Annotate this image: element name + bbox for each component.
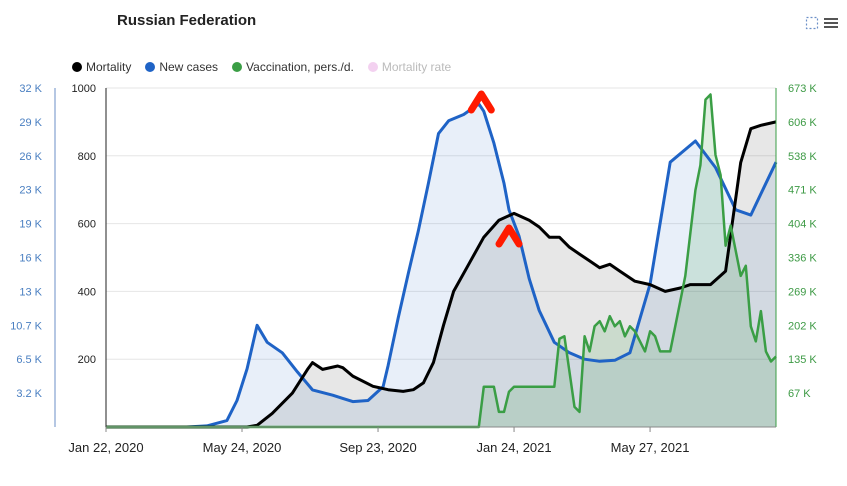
series-area-new-cases xyxy=(106,103,776,428)
legend-item-mortality[interactable]: Mortality xyxy=(72,60,131,74)
y-tick-label-outer: 16 K xyxy=(19,253,42,265)
series-lines xyxy=(106,93,778,429)
y-tick-label-right: 202 K xyxy=(788,320,817,332)
y-tick-label-outer: 10.7 K xyxy=(10,320,42,332)
legend-marker-new-cases xyxy=(145,62,156,72)
legend-label: Mortality rate xyxy=(381,60,452,74)
x-tick-label: May 27, 2021 xyxy=(611,440,690,455)
series-areas xyxy=(106,94,776,428)
y-tick-label-right: 135 K xyxy=(788,354,817,366)
annotation-marks xyxy=(467,90,523,248)
y-tick-label-outer: 19 K xyxy=(19,219,42,231)
y-tick-label-right: 67 K xyxy=(788,388,811,400)
chart-legend: Mortality New cases Vaccination, pers./d… xyxy=(72,60,451,74)
select-zoom-icon[interactable] xyxy=(805,16,819,30)
y-tick-label-outer: 23 K xyxy=(19,185,42,197)
y-tick-label-outer: 26 K xyxy=(19,151,42,163)
y-tick-label-right: 269 K xyxy=(788,286,817,298)
series-area-vaccination-pers-d xyxy=(106,94,776,427)
y-tick-label-inner: 600 xyxy=(78,219,96,231)
legend-marker-mortality xyxy=(72,62,82,72)
y-tick-label-right: 471 K xyxy=(788,185,817,197)
legend-item-vaccination[interactable]: Vaccination, pers./d. xyxy=(232,60,354,74)
legend-marker-mortality-rate xyxy=(367,62,378,72)
series-line-vaccination-pers-d xyxy=(106,93,777,429)
y-tick-label-right: 404 K xyxy=(788,219,817,231)
y-tick-label-inner: 800 xyxy=(78,151,96,163)
series-area-mortality xyxy=(106,121,776,428)
y-tick-label-right: 673 K xyxy=(788,83,817,95)
series-line-mortality xyxy=(106,120,777,429)
x-tick-label: Sep 23, 2020 xyxy=(339,440,416,455)
y-tick-label-outer: 32 K xyxy=(19,83,42,95)
y-tick-label-inner: 400 xyxy=(78,286,96,298)
axes: 3.2 K 6.5 K 10.7 K 13 K 16 K 19 K 23 K 26 K 29 K… xyxy=(10,83,817,455)
legend-item-new-cases[interactable]: New cases xyxy=(145,60,218,74)
y-tick-label-outer: 6.5 K xyxy=(16,354,42,366)
x-tick-label: May 24, 2020 xyxy=(203,440,282,455)
legend-label: Mortality xyxy=(86,60,132,74)
annotation-caret-new-cases-peak xyxy=(467,90,495,114)
legend-label: New cases xyxy=(159,60,219,74)
y-tick-label-right: 538 K xyxy=(788,151,817,163)
y-tick-label-right: 336 K xyxy=(788,253,817,265)
chart-toolbar xyxy=(805,16,838,30)
legend-marker-vaccination xyxy=(232,62,243,72)
y-tick-label-outer: 13 K xyxy=(19,286,42,298)
y-tick-label-outer: 29 K xyxy=(19,117,42,129)
menu-icon[interactable] xyxy=(823,16,838,30)
series-line-new-cases xyxy=(106,102,778,429)
y-tick-label-inner: 200 xyxy=(78,354,96,366)
x-tick-label: Jan 22, 2020 xyxy=(68,440,143,455)
annotation-caret-mortality-peak xyxy=(495,224,523,248)
legend-item-mortality-rate[interactable]: Mortality rate xyxy=(367,60,452,74)
y-tick-label-right: 606 K xyxy=(788,117,817,129)
y-tick-label-outer: 3.2 K xyxy=(16,388,42,400)
legend-label: Vaccination, pers./d. xyxy=(246,60,354,74)
x-tick-label: Jan 24, 2021 xyxy=(476,440,551,455)
chart-title: Russian Federation xyxy=(117,12,257,29)
y-tick-label-inner: 1000 xyxy=(72,83,96,95)
